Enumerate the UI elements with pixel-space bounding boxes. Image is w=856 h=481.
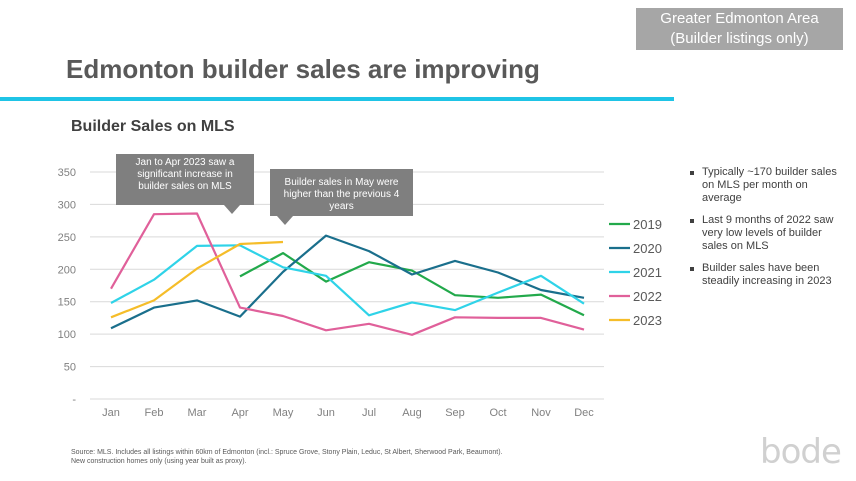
- region-label: Greater Edmonton Area (Builder listings …: [636, 8, 843, 50]
- callout-may-sales: Builder sales in May were higher than th…: [270, 169, 413, 225]
- x-tick-label: Apr: [231, 407, 248, 419]
- source-line-2: New construction homes only (using year …: [71, 458, 247, 465]
- x-tick-label: Sep: [445, 407, 465, 419]
- legend-label: 2023: [633, 313, 662, 328]
- region-label-line2: (Builder listings only): [670, 30, 809, 47]
- bode-logo: bode: [760, 432, 842, 472]
- legend-label: 2020: [633, 241, 662, 256]
- region-label-line1: Greater Edmonton Area: [660, 10, 819, 27]
- x-tick-label: Feb: [145, 407, 164, 419]
- insight-item: Builder sales have been steadily increas…: [688, 262, 838, 288]
- y-tick-label: 350: [58, 167, 76, 179]
- legend-label: 2022: [633, 289, 662, 304]
- chart-title: Builder Sales on MLS: [71, 118, 235, 135]
- y-tick-label: 200: [58, 264, 76, 276]
- y-tick-label: 150: [58, 297, 76, 309]
- page-title: Edmonton builder sales are improving: [66, 54, 540, 84]
- series-line-2020: [110, 234, 585, 330]
- y-tick-label: 100: [58, 329, 76, 341]
- series-line-2019: [239, 252, 585, 317]
- legend-label: 2021: [633, 265, 662, 280]
- series-line-2021: [110, 244, 585, 317]
- insight-item: Typically ~170 builder sales on MLS per …: [688, 166, 838, 205]
- x-tick-label: Jan: [102, 407, 120, 419]
- title-divider: [0, 97, 674, 101]
- x-tick-label: Dec: [574, 407, 594, 419]
- x-tick-label: Jun: [317, 407, 335, 419]
- x-tick-label: Aug: [402, 407, 422, 419]
- x-tick-label: May: [273, 407, 294, 419]
- source-line-1: Source: MLS. Includes all listings withi…: [71, 449, 503, 456]
- insight-list: Typically ~170 builder sales on MLS per …: [688, 166, 838, 297]
- insight-item: Last 9 months of 2022 saw very low level…: [688, 214, 838, 253]
- legend-label: 2019: [633, 217, 662, 232]
- source-note: Source: MLS. Includes all listings withi…: [71, 448, 631, 466]
- y-tick-label: 50: [64, 362, 76, 374]
- x-tick-label: Nov: [531, 407, 551, 419]
- series-line-2023: [110, 240, 284, 319]
- x-tick-label: Jul: [362, 407, 376, 419]
- series-line-2022: [110, 212, 585, 336]
- y-tick-label: 300: [58, 199, 76, 211]
- y-tick-label: 250: [58, 232, 76, 244]
- x-tick-label: Oct: [489, 407, 506, 419]
- x-tick-label: Mar: [188, 407, 207, 419]
- y-tick-label: -: [72, 394, 76, 406]
- callout-jan-apr-2023: Jan to Apr 2023 saw a significant increa…: [116, 154, 254, 214]
